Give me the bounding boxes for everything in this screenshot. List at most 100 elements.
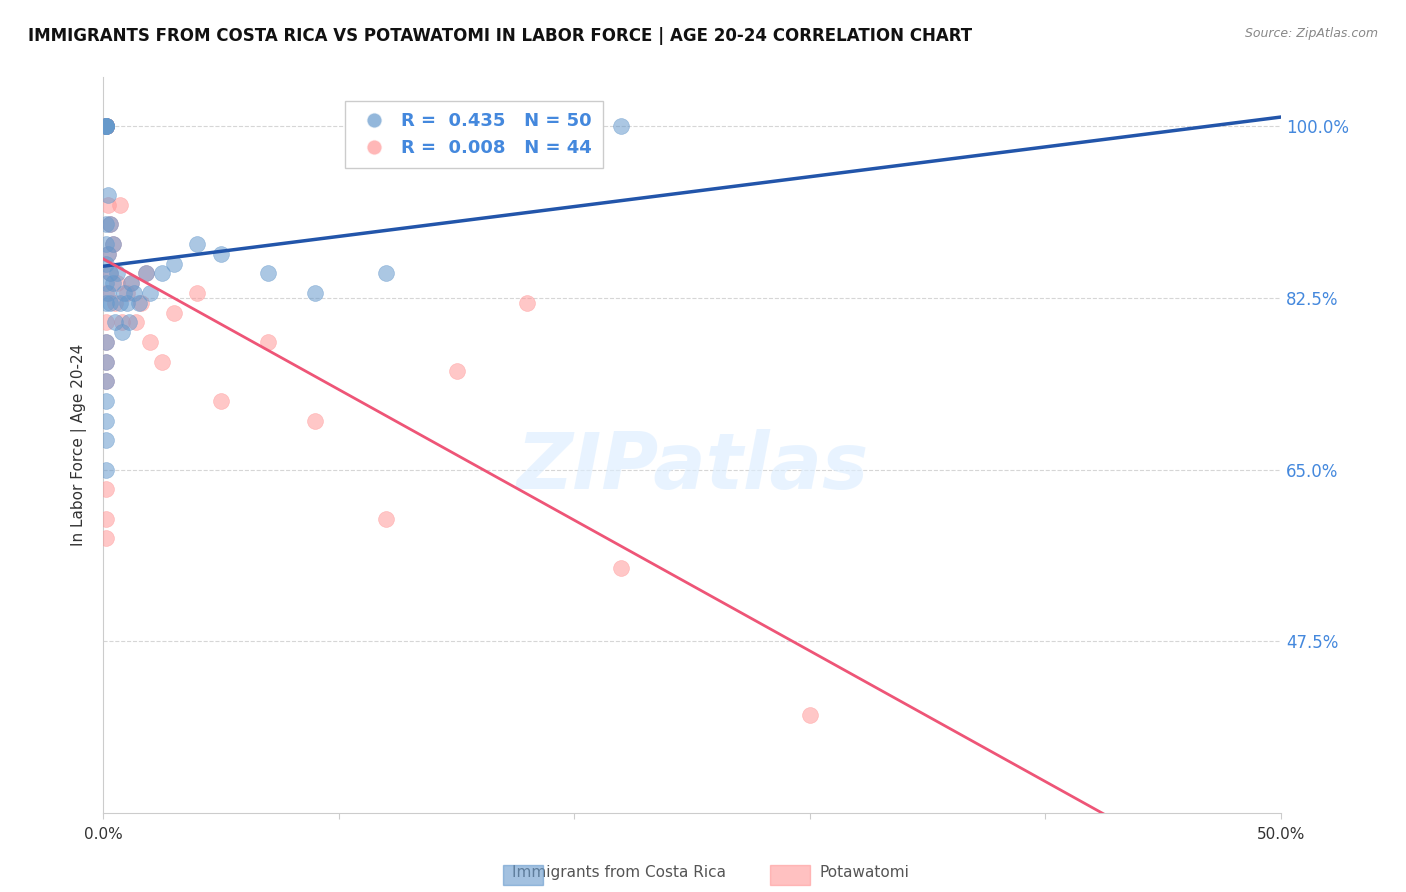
Point bbox=[125, 316, 148, 330]
Point bbox=[257, 267, 280, 281]
Text: 50.0%: 50.0% bbox=[1257, 827, 1305, 842]
Point bbox=[111, 326, 134, 340]
Point bbox=[135, 267, 157, 281]
Point bbox=[98, 296, 121, 310]
Point bbox=[98, 267, 121, 281]
Point bbox=[94, 354, 117, 368]
Point bbox=[104, 296, 127, 310]
Point bbox=[94, 433, 117, 447]
Point bbox=[101, 277, 124, 291]
Text: IMMIGRANTS FROM COSTA RICA VS POTAWATOMI IN LABOR FORCE | AGE 20-24 CORRELATION : IMMIGRANTS FROM COSTA RICA VS POTAWATOMI… bbox=[28, 27, 972, 45]
Point bbox=[186, 286, 208, 301]
Point bbox=[94, 413, 117, 427]
Point bbox=[112, 286, 135, 301]
Point bbox=[135, 267, 157, 281]
Point bbox=[516, 296, 538, 310]
Point bbox=[94, 120, 117, 134]
Point bbox=[139, 286, 162, 301]
Point bbox=[94, 218, 117, 232]
Point bbox=[94, 120, 117, 134]
Point bbox=[94, 296, 117, 310]
Point bbox=[94, 120, 117, 134]
Point bbox=[115, 286, 138, 301]
Point bbox=[101, 237, 124, 252]
Text: Potawatomi: Potawatomi bbox=[820, 865, 910, 880]
Point bbox=[97, 198, 120, 212]
Point bbox=[94, 120, 117, 134]
Point bbox=[94, 120, 117, 134]
Point bbox=[186, 237, 208, 252]
Point bbox=[209, 393, 232, 408]
Point bbox=[94, 237, 117, 252]
Point bbox=[446, 364, 468, 378]
Point bbox=[105, 277, 128, 291]
Point bbox=[94, 120, 117, 134]
Point bbox=[104, 316, 127, 330]
Point bbox=[150, 267, 173, 281]
Point bbox=[94, 120, 117, 134]
Point bbox=[94, 335, 117, 350]
Point bbox=[118, 316, 141, 330]
Point bbox=[610, 560, 633, 574]
Point bbox=[94, 393, 117, 408]
Point bbox=[94, 120, 117, 134]
Point bbox=[98, 267, 121, 281]
Point bbox=[98, 218, 121, 232]
Point bbox=[108, 296, 131, 310]
Point bbox=[97, 188, 120, 202]
Point bbox=[94, 374, 117, 388]
Point bbox=[94, 531, 117, 545]
Point bbox=[94, 316, 117, 330]
Point bbox=[128, 296, 150, 310]
Point bbox=[129, 296, 152, 310]
Point bbox=[94, 120, 117, 134]
Point bbox=[163, 257, 186, 271]
Point bbox=[94, 120, 117, 134]
Point bbox=[94, 120, 117, 134]
Point bbox=[115, 296, 138, 310]
Point bbox=[94, 120, 117, 134]
Point bbox=[97, 247, 120, 261]
Point bbox=[304, 413, 326, 427]
Point bbox=[97, 247, 120, 261]
Point bbox=[257, 335, 280, 350]
Point bbox=[94, 511, 117, 525]
Point bbox=[121, 277, 143, 291]
Text: 0.0%: 0.0% bbox=[84, 827, 122, 842]
Legend: R =  0.435   N = 50, R =  0.008   N = 44: R = 0.435 N = 50, R = 0.008 N = 44 bbox=[346, 101, 603, 168]
Y-axis label: In Labor Force | Age 20-24: In Labor Force | Age 20-24 bbox=[72, 344, 87, 546]
Point bbox=[101, 237, 124, 252]
Text: Source: ZipAtlas.com: Source: ZipAtlas.com bbox=[1244, 27, 1378, 40]
Point bbox=[97, 286, 120, 301]
Point bbox=[111, 316, 134, 330]
Point bbox=[94, 374, 117, 388]
Text: Immigrants from Costa Rica: Immigrants from Costa Rica bbox=[512, 865, 725, 880]
Point bbox=[374, 267, 396, 281]
Point bbox=[94, 120, 117, 134]
Point bbox=[94, 335, 117, 350]
Point bbox=[94, 482, 117, 496]
Point bbox=[163, 306, 186, 320]
Point bbox=[94, 120, 117, 134]
Point bbox=[799, 707, 821, 722]
Text: ZIPatlas: ZIPatlas bbox=[516, 429, 869, 505]
Point bbox=[94, 120, 117, 134]
Point bbox=[94, 120, 117, 134]
Point bbox=[150, 354, 173, 368]
Point bbox=[94, 277, 117, 291]
Point bbox=[94, 120, 117, 134]
Point bbox=[94, 354, 117, 368]
Point bbox=[121, 277, 143, 291]
Point bbox=[94, 286, 117, 301]
Point bbox=[94, 257, 117, 271]
Point bbox=[122, 286, 145, 301]
Point bbox=[94, 120, 117, 134]
Point bbox=[209, 247, 232, 261]
Point bbox=[139, 335, 162, 350]
Point bbox=[94, 462, 117, 476]
Point bbox=[94, 120, 117, 134]
Point bbox=[304, 286, 326, 301]
Point bbox=[108, 198, 131, 212]
Point bbox=[98, 218, 121, 232]
Point bbox=[94, 120, 117, 134]
